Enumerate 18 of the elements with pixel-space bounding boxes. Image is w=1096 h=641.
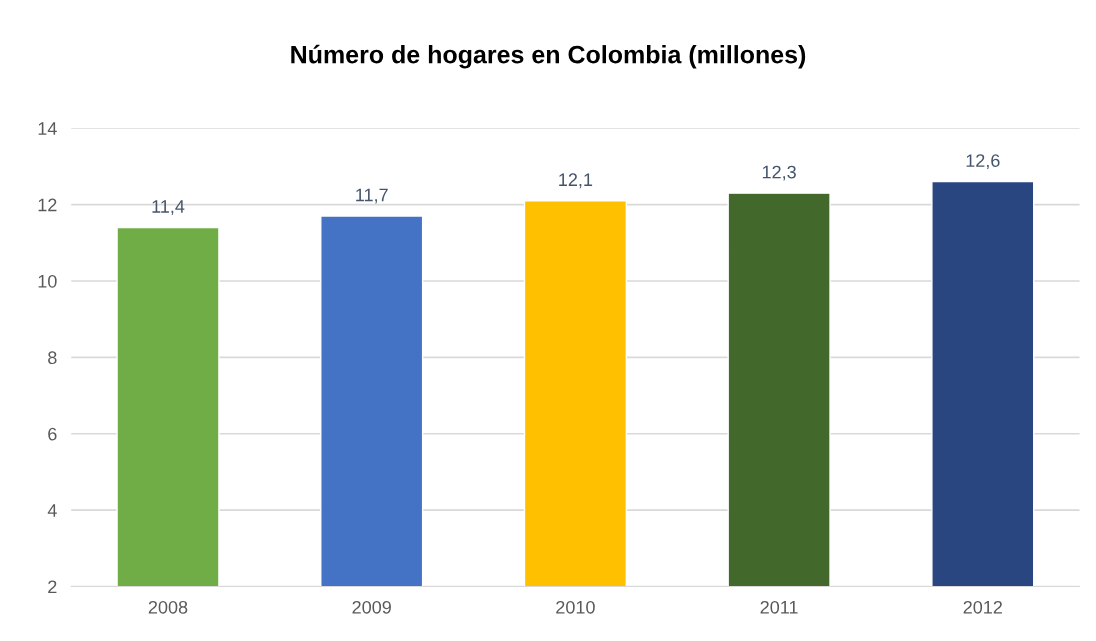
- chart-title: Número de hogares en Colombia (millones): [291, 44, 806, 69]
- data-label: 11,4: [152, 200, 185, 215]
- y-tick-label: 4: [47, 504, 57, 517]
- y-tick-label: 8: [48, 351, 57, 365]
- data-label: 12,1: [559, 173, 593, 189]
- y-tick-label: 12: [38, 198, 57, 212]
- data-label: 11,7: [356, 188, 388, 204]
- x-tick-label: 2008: [148, 600, 188, 614]
- y-tick-label: 10: [38, 274, 57, 288]
- y-tick-label: 2: [48, 580, 57, 594]
- data-label: 12,6: [966, 154, 1000, 170]
- y-tick-label: 6: [48, 427, 57, 441]
- data-label: 12,3: [762, 165, 796, 181]
- x-tick-label: 2011: [760, 600, 798, 614]
- x-tick-label: 2012: [963, 600, 1002, 614]
- y-tick-label: 14: [38, 122, 57, 135]
- x-tick-label: 2010: [556, 600, 595, 614]
- x-tick-label: 2009: [352, 600, 391, 614]
